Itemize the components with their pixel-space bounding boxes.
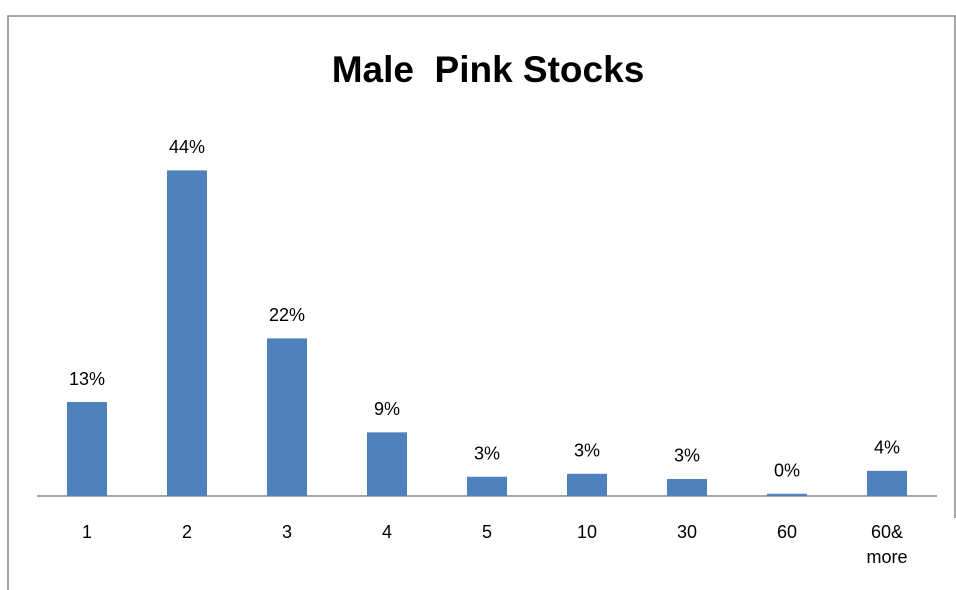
x-tick-label: 4 [381, 522, 392, 542]
data-label: 0% [774, 461, 800, 481]
bar [67, 402, 107, 496]
bar [367, 432, 407, 496]
x-tick-label: 3 [281, 522, 292, 542]
bar [667, 478, 707, 496]
data-label: 3% [674, 446, 700, 466]
data-label: 3% [474, 444, 500, 464]
x-tick-label: 60& more [866, 522, 908, 567]
x-tick-label: 60 [776, 522, 798, 542]
bar [567, 473, 607, 496]
data-label: 3% [574, 441, 600, 461]
x-tick-label: 1 [81, 522, 92, 542]
bar [467, 476, 507, 496]
data-label: 4% [874, 438, 900, 458]
x-tick-label: 5 [481, 522, 492, 542]
x-tick-label: 30 [676, 522, 698, 542]
data-label: 13% [69, 369, 105, 389]
x-tick-label: 2 [181, 522, 192, 542]
data-label: 44% [169, 137, 205, 157]
bar [867, 470, 907, 496]
bar [767, 493, 807, 496]
data-label: 22% [269, 305, 305, 325]
bar [167, 170, 207, 496]
x-tick-label: 10 [576, 522, 598, 542]
chart-frame [7, 15, 956, 590]
data-label: 9% [374, 399, 400, 419]
bar [267, 338, 307, 496]
chart-title: Male Pink Stocks [332, 49, 645, 90]
